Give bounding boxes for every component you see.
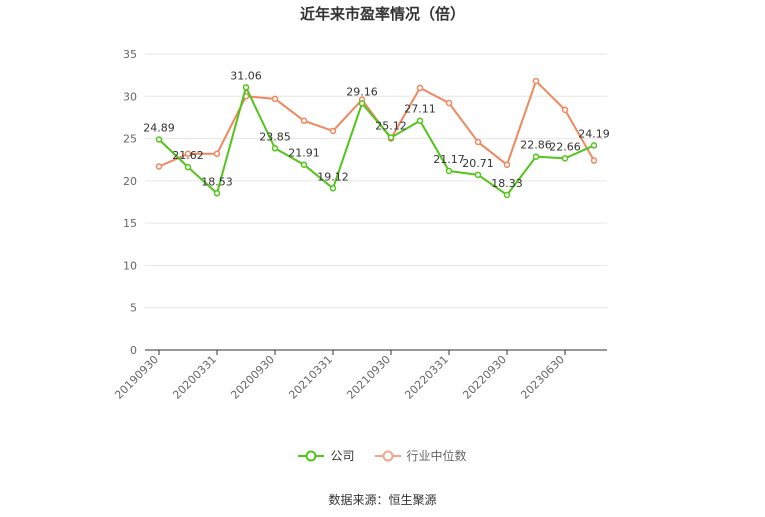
company-data-label: 24.89 [143, 122, 175, 135]
y-tick-label: 5 [130, 302, 137, 315]
company-data-label: 31.06 [230, 69, 262, 82]
legend-industry-label: 行业中位数 [406, 449, 467, 463]
data-source-note: 数据来源：恒生聚源 [328, 493, 437, 507]
company-data-point[interactable] [590, 142, 598, 149]
company-data-label: 20.71 [462, 157, 494, 170]
industry-median-data-point[interactable] [561, 106, 569, 114]
y-tick-label: 35 [123, 48, 137, 61]
company-data-point[interactable] [300, 161, 308, 168]
y-tick-label: 15 [123, 217, 137, 230]
industry-median-data-point[interactable] [184, 150, 192, 158]
legend: 公司 行业中位数 [0, 447, 765, 464]
company-data-label: 23.85 [259, 130, 291, 143]
industry-median-data-point[interactable] [213, 150, 221, 158]
company-data-point[interactable] [358, 100, 366, 107]
y-tick-label: 10 [123, 259, 137, 272]
legend-company-line-icon [298, 450, 325, 461]
company-data-label: 21.17 [433, 153, 465, 166]
company-data-label: 25.12 [375, 120, 407, 133]
series-lines [155, 77, 598, 199]
company-data-label: 21.91 [288, 147, 320, 160]
y-tick-label: 25 [123, 133, 137, 146]
industry-median-data-point[interactable] [590, 157, 598, 164]
legend-item-industry-median[interactable]: 行业中位数 [374, 447, 467, 464]
company-data-label: 21.62 [172, 149, 204, 162]
industry-median-data-point[interactable] [503, 161, 511, 169]
industry-median-data-point[interactable] [300, 117, 308, 125]
x-tick-label: 20210930 [344, 353, 393, 402]
y-tick-label: 0 [130, 344, 137, 357]
company-data-label: 24.19 [578, 127, 610, 140]
company-data-point[interactable] [387, 134, 395, 141]
company-data-label: 18.33 [491, 177, 523, 190]
company-data-point[interactable] [242, 84, 250, 91]
company-data-point[interactable] [213, 190, 221, 197]
company-data-label: 29.16 [346, 85, 378, 98]
industry-median-data-point[interactable] [271, 95, 279, 103]
company-data-point[interactable] [445, 167, 453, 175]
company-data-point[interactable] [155, 136, 163, 143]
company-data-point[interactable] [532, 153, 540, 160]
company-data-point[interactable] [329, 185, 337, 192]
industry-median-data-point[interactable] [155, 163, 163, 170]
industry-median-data-point[interactable] [445, 99, 453, 107]
company-data-point[interactable] [561, 155, 569, 162]
industry-median-data-point[interactable] [329, 127, 337, 135]
company-data-point[interactable] [184, 163, 192, 171]
legend-industry-line-icon [374, 450, 401, 461]
legend-item-company[interactable]: 公司 [298, 447, 355, 464]
x-tick-label: 20220930 [460, 353, 509, 402]
industry-median-data-point[interactable] [532, 77, 540, 85]
x-tick-label: 20210331 [286, 353, 335, 402]
company-data-label: 22.66 [549, 140, 581, 153]
data-labels: 24.89 21.62 18.53 31.06 23.85 21.91 19.12 29.16… [143, 69, 610, 190]
y-tick-label: 20 [123, 175, 137, 188]
x-tick-label: 20200930 [228, 353, 277, 402]
company-data-label: 18.53 [201, 175, 233, 188]
company-data-point[interactable] [271, 145, 279, 152]
industry-median-data-point[interactable] [416, 84, 424, 92]
company-data-label: 22.86 [520, 139, 552, 152]
industry-median-data-point[interactable] [474, 138, 482, 146]
chart-title: 近年来市盈率情况（倍） [299, 5, 465, 23]
company-series-line [158, 86, 595, 196]
company-data-point[interactable] [474, 171, 482, 179]
x-tick-label: 20230630 [518, 353, 567, 402]
x-tick-label: 20200331 [170, 353, 219, 402]
x-tick-label: 20190930 [112, 353, 161, 402]
company-data-point[interactable] [503, 191, 511, 199]
company-data-label: 19.12 [317, 170, 349, 183]
company-data-label: 27.11 [404, 103, 436, 116]
grid-lines [145, 53, 607, 309]
y-tick-label: 30 [123, 90, 137, 103]
legend-company-label: 公司 [330, 449, 355, 463]
company-data-point[interactable] [416, 117, 424, 124]
x-tick-label: 20220331 [402, 353, 451, 402]
